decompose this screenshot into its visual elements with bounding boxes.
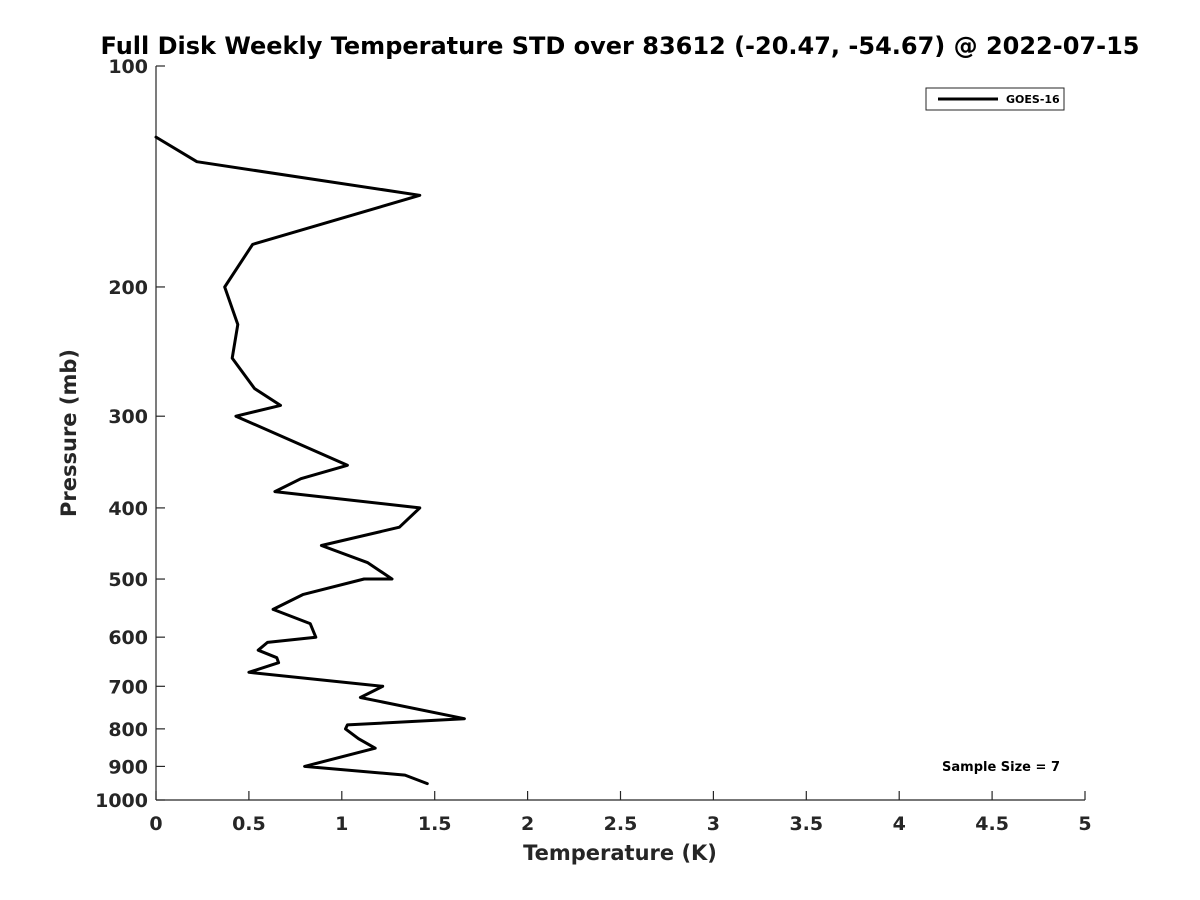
x-tick-label: 3 — [707, 813, 720, 835]
y-tick-label: 1000 — [95, 790, 148, 812]
x-tick-label: 5 — [1078, 813, 1091, 835]
x-tick-label: 4 — [893, 813, 906, 835]
y-tick-label: 100 — [108, 56, 148, 78]
axes: 0 0.5 1 1.5 2 2.5 3 3.5 4 4.5 5 100 200 300 400 500 600 7… — [95, 56, 1092, 835]
y-tick-label: 700 — [108, 676, 148, 698]
legend-label: GOES-16 — [1006, 93, 1060, 106]
sample-size-annotation: Sample Size = 7 — [942, 760, 1060, 775]
x-tick-label: 0.5 — [232, 813, 266, 835]
y-tick-label: 900 — [108, 756, 148, 778]
legend: GOES-16 — [925, 87, 1065, 111]
y-tick-label: 600 — [108, 627, 148, 649]
x-tick-label: 4.5 — [975, 813, 1009, 835]
y-tick-label: 800 — [108, 719, 148, 741]
y-tick-label: 500 — [108, 569, 148, 591]
series-line-goes-16 — [154, 135, 466, 786]
x-axis-label: Temperature (K) — [523, 841, 717, 865]
x-tick-label: 2 — [521, 813, 534, 835]
chart-title: Full Disk Weekly Temperature STD over 83… — [101, 32, 1140, 60]
y-tick-label: 400 — [108, 498, 148, 520]
series-group — [154, 135, 466, 786]
x-tick-label: 1.5 — [418, 813, 452, 835]
x-tick-label: 2.5 — [604, 813, 638, 835]
y-tick-label: 200 — [108, 277, 148, 299]
x-tick-label: 1 — [335, 813, 348, 835]
y-tick-label: 300 — [108, 406, 148, 428]
x-tick-label: 0 — [149, 813, 162, 835]
x-tick-label: 3.5 — [789, 813, 823, 835]
y-axis-label: Pressure (mb) — [57, 349, 81, 517]
